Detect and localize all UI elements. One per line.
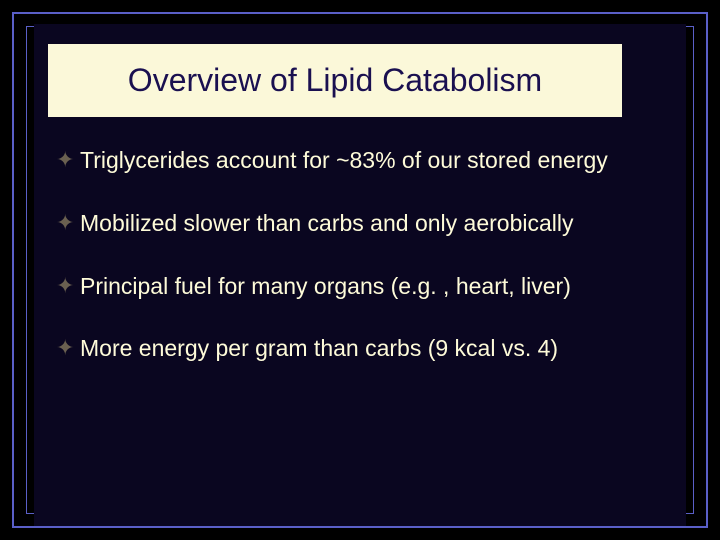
star-icon: ✦ (56, 272, 80, 301)
bullet-text: Principal fuel for many organs (e.g. , h… (80, 272, 664, 301)
bullet-text: Mobilized slower than carbs and only aer… (80, 209, 664, 238)
star-icon: ✦ (56, 209, 80, 238)
bullet-text: More energy per gram than carbs (9 kcal … (80, 334, 664, 363)
star-icon: ✦ (56, 146, 80, 175)
slide: Overview of Lipid Catabolism ✦ Triglycer… (0, 0, 720, 540)
list-item: ✦ Triglycerides account for ~83% of our … (56, 146, 664, 175)
bullet-list: ✦ Triglycerides account for ~83% of our … (56, 146, 664, 363)
star-icon: ✦ (56, 334, 80, 363)
list-item: ✦ More energy per gram than carbs (9 kca… (56, 334, 664, 363)
title-box: Overview of Lipid Catabolism (48, 44, 622, 117)
list-item: ✦ Mobilized slower than carbs and only a… (56, 209, 664, 238)
bullet-text: Triglycerides account for ~83% of our st… (80, 146, 664, 175)
slide-title: Overview of Lipid Catabolism (58, 62, 612, 99)
list-item: ✦ Principal fuel for many organs (e.g. ,… (56, 272, 664, 301)
